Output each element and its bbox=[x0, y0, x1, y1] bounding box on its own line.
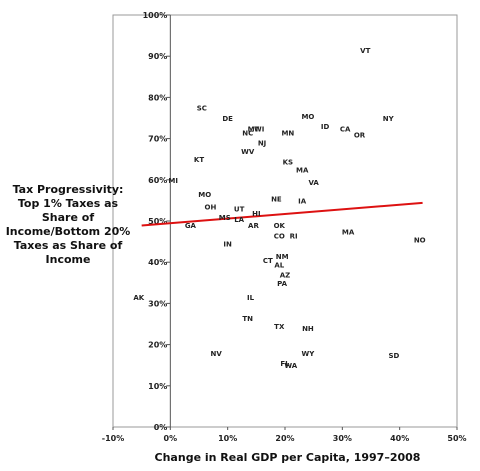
y-tick-label: 50% bbox=[148, 217, 167, 226]
point-label-nm: NM bbox=[276, 253, 289, 261]
point-label-ar: AR bbox=[248, 222, 259, 230]
point-label-ma: MA bbox=[296, 167, 309, 175]
point-label-sd: SD bbox=[389, 352, 400, 360]
point-label-tn: TN bbox=[242, 315, 253, 323]
point-label-mi: MI bbox=[168, 177, 178, 185]
x-tick-label: 10% bbox=[218, 434, 237, 443]
y-tick-label: 10% bbox=[148, 382, 167, 391]
point-label-wv: WV bbox=[241, 148, 255, 156]
trend-line bbox=[141, 201, 423, 227]
point-label-vt: VT bbox=[360, 47, 370, 55]
y-tick-label: 100% bbox=[143, 11, 168, 20]
y-axis-label: Tax Progressivity: Top 1% Taxes as Share… bbox=[5, 183, 131, 266]
x-tick-label: 30% bbox=[333, 434, 352, 443]
point-label-tx: TX bbox=[274, 323, 285, 331]
point-label-ri: RI bbox=[290, 232, 298, 240]
point-label-ms: MS bbox=[219, 214, 231, 222]
point-label-mt: MT bbox=[248, 125, 260, 133]
point-label-mn: MN bbox=[281, 129, 294, 137]
point-label-nh: NH bbox=[302, 325, 314, 333]
point-label-ut: UT bbox=[234, 206, 245, 214]
point-label-or: OR bbox=[354, 131, 366, 139]
point-label-ok: OK bbox=[274, 222, 286, 230]
point-label-nc: NC bbox=[242, 129, 253, 137]
x-tick-label: 50% bbox=[447, 434, 466, 443]
point-label-sc: SC bbox=[197, 105, 207, 113]
x-tick-label: 20% bbox=[275, 434, 294, 443]
y-tick-label: 90% bbox=[148, 52, 167, 61]
x-tick-label: -10% bbox=[102, 434, 124, 443]
point-label-ma: MA bbox=[342, 228, 355, 236]
point-label-oh: OH bbox=[205, 204, 217, 212]
x-axis-label: Change in Real GDP per Capita, 1997–2008 bbox=[154, 451, 421, 464]
point-label-de: DE bbox=[222, 115, 233, 123]
point-label-wi: WI bbox=[254, 125, 264, 133]
point-label-la: LA bbox=[234, 216, 244, 224]
y-tick-label: 20% bbox=[148, 341, 167, 350]
point-label-nj: NJ bbox=[258, 140, 266, 148]
point-label-in: IN bbox=[223, 241, 232, 249]
x-tick-label: 0% bbox=[164, 434, 178, 443]
y-tick-label: 60% bbox=[148, 176, 167, 185]
point-label-al: AL bbox=[274, 261, 284, 269]
point-label-ga: GA bbox=[185, 222, 197, 230]
point-label-mo: MO bbox=[301, 113, 314, 121]
point-label-ct: CT bbox=[263, 257, 273, 265]
point-label-no: NO bbox=[414, 237, 426, 245]
point-label-ca: CA bbox=[340, 125, 351, 133]
point-label-wa: WA bbox=[284, 362, 297, 370]
point-label-il: IL bbox=[247, 294, 255, 302]
x-tick-label: 40% bbox=[390, 434, 409, 443]
y-tick-label: 70% bbox=[148, 135, 167, 144]
point-label-ia: IA bbox=[298, 197, 307, 205]
point-label-ny: NY bbox=[383, 115, 395, 123]
point-label-nv: NV bbox=[211, 350, 223, 358]
point-label-id: ID bbox=[321, 123, 330, 131]
y-tick-label: 30% bbox=[148, 299, 167, 308]
point-label-ks: KS bbox=[283, 158, 293, 166]
point-label-pa: PA bbox=[277, 280, 287, 288]
y-tick-label: 40% bbox=[148, 258, 167, 267]
point-label-wy: WY bbox=[302, 350, 316, 358]
y-tick-label: 80% bbox=[148, 93, 167, 102]
point-label-co: CO bbox=[274, 232, 285, 240]
point-label-va: VA bbox=[308, 179, 319, 187]
y-tick-label: 0% bbox=[154, 423, 168, 432]
point-label-mo: MO bbox=[198, 191, 211, 199]
point-label-hi: HI bbox=[252, 210, 260, 218]
point-label-ak: AK bbox=[133, 294, 144, 302]
point-label-fl: FL bbox=[280, 360, 290, 368]
point-label-ne: NE bbox=[271, 195, 282, 203]
point-label-az: AZ bbox=[280, 272, 291, 280]
point-label-kt: KT bbox=[194, 156, 204, 164]
